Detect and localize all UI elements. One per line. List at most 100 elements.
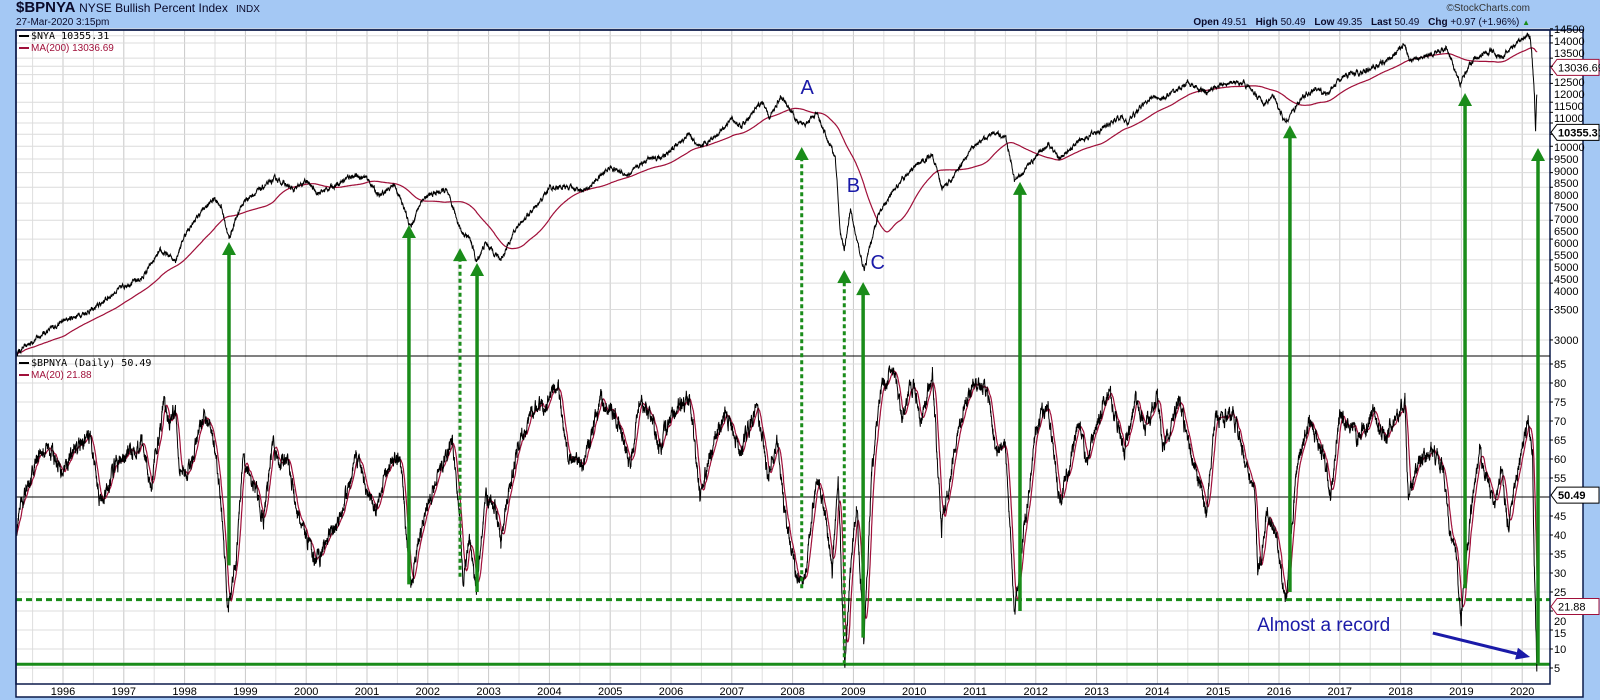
green-arrow [401,224,416,585]
ma200-line [16,47,1538,356]
value-tag: 13036.69 [1550,58,1600,76]
value-tag-label: 50.49 [1558,490,1586,502]
dashed-green-arrow [794,147,809,589]
y-tick-label: 60 [1554,454,1566,466]
arrow-head-icon [470,262,485,276]
value-tag: 21.88 [1550,598,1600,615]
point-label-c: C [870,252,884,274]
y-tick-label: 11500 [1554,101,1584,113]
legend-ma200-label: MA(200) 13036.69 [31,43,114,54]
x-tick-label: 2013 [1084,686,1108,698]
chg-value: +0.97 (+1.96%) [1450,17,1520,28]
x-tick-label: 2009 [841,686,865,698]
high-value: 50.49 [1280,17,1306,28]
value-tag-label: 10355.31 [1558,127,1600,139]
value-tag-box [1550,486,1600,504]
arrow-head-icon [837,270,852,284]
open-value: 49.51 [1221,17,1247,28]
bpnya-line [16,365,1539,672]
y-tick-label: 5000 [1554,262,1578,274]
x-tick-label: 2014 [1145,686,1169,698]
low-label: Low [1314,17,1335,28]
x-tick-label: 2004 [537,686,561,698]
last-value: 50.49 [1394,17,1420,28]
green-arrow [221,242,236,566]
legend-ma20: MA(20) 21.88 [19,370,151,382]
y-tick-label: 12500 [1554,77,1585,89]
y-tick-label: 20 [1554,616,1566,628]
point-label-b: B [847,175,860,197]
y-tick-label: 80 [1554,378,1566,390]
arrow-head-icon [453,248,468,262]
x-tick-label: 2006 [659,686,683,698]
chart-title: $BPNYA NYSE Bullish Percent Index INDX [16,0,260,18]
green-arrow [856,282,871,638]
index-name: NYSE Bullish Percent Index [79,1,228,15]
nya-price-line [16,32,1538,356]
y-tick-label: 4500 [1554,274,1578,286]
y-tick-label: 75 [1554,397,1566,409]
arrow-head-icon [1012,181,1027,195]
arrow-head-icon [1458,92,1473,106]
value-tag-label: 21.88 [1558,602,1586,614]
bottom-legend: $BPNYA (Daily) 50.49 MA(20) 21.88 [19,358,151,382]
green-arrow [470,262,485,592]
top-panel-plot [16,32,1538,356]
y-tick-label: 65 [1554,435,1566,447]
y-tick-label: 14500 [1554,24,1585,36]
x-tick-label: 2012 [1024,686,1048,698]
y-tick-label: 6500 [1554,226,1578,238]
dashed-green-arrow [453,248,468,577]
green-arrow [1458,92,1473,589]
y-tick-label: 10 [1554,644,1566,656]
y-tick-label: 8000 [1554,190,1578,202]
y-tick-label: 9000 [1554,166,1578,178]
x-tick-label: 2001 [355,686,379,698]
green-arrow [1531,148,1546,665]
y-tick-label: 5500 [1554,250,1578,262]
value-tag-box [1550,598,1600,615]
point-label-a: A [801,77,815,99]
x-tick-label: 1998 [172,686,196,698]
legend-nya-label: $NYA 10355.31 [31,31,110,42]
chg-label: Chg [1428,17,1448,28]
legend-swatch-price [19,35,29,37]
legend-swatch-ma [19,374,29,377]
y-tick-label: 7000 [1554,214,1578,226]
y-tick-label: 14000 [1554,36,1585,48]
y-tick-label: 8500 [1554,178,1578,190]
y-tick-label: 9500 [1554,154,1578,166]
x-tick-label: 2000 [294,686,318,698]
legend-bpnya: $BPNYA (Daily) 50.49 [19,358,151,370]
value-tag-box [1550,123,1600,141]
bottom-panel-plot [16,365,1550,672]
note-arrow-shaft [1432,631,1517,656]
y-tick-label: 85 [1554,359,1566,371]
value-tag-box [1550,58,1600,76]
low-value: 49.35 [1337,17,1363,28]
y-tick-label: 10000 [1554,142,1585,154]
green-arrow [1012,181,1027,611]
x-tick-label: 2016 [1267,686,1291,698]
annotation-note: Almost a record [1257,615,1390,636]
arrow-head-icon [1282,125,1297,139]
y-tick-label: 11000 [1554,113,1584,125]
y-tick-label: 6000 [1554,238,1578,250]
x-tick-label: 1996 [51,686,75,698]
y-tick-label: 15 [1554,628,1566,640]
x-tick-label: 1999 [233,686,257,698]
x-tick-label: 2019 [1449,686,1473,698]
legend-swatch-ma [19,47,29,50]
y-tick-label: 45 [1554,511,1566,523]
last-label: Last [1370,17,1392,28]
y-tick-label: 12000 [1554,89,1585,101]
x-tick-label: 2020 [1510,686,1534,698]
outer-frame [15,29,1584,698]
x-tick-label: 2003 [476,686,500,698]
y-tick-label: 70 [1554,416,1566,428]
legend-bpnya-label: $BPNYA (Daily) 50.49 [31,358,152,369]
note-arrow-head-icon [1515,647,1531,660]
y-tick-label: 5 [1554,663,1560,675]
arrow-head-icon [221,242,236,256]
